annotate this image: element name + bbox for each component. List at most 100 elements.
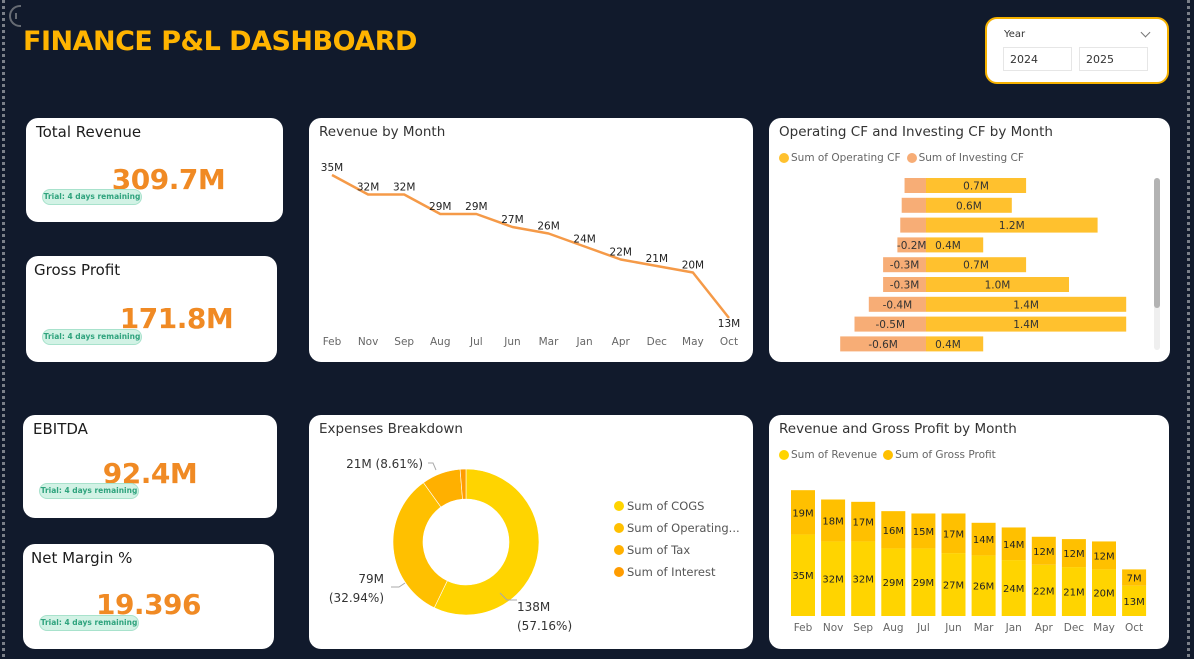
x-tick-label: Jan xyxy=(1005,622,1022,634)
revenue-bar xyxy=(971,555,996,616)
legend-dot-icon xyxy=(614,523,624,533)
data-label: 32M xyxy=(357,182,379,194)
gross-profit-bar xyxy=(821,499,846,542)
revenue-by-month-chart[interactable]: Revenue by Month 35M Feb 32M Nov 32M Sep 29M Au… xyxy=(309,118,753,362)
scrollbar-thumb[interactable] xyxy=(1154,178,1160,308)
legend-item-tax[interactable]: Sum of Tax xyxy=(614,543,740,557)
slicer-label: Year xyxy=(1004,29,1026,40)
revenue-bar xyxy=(821,541,846,616)
operating-cf-bar xyxy=(926,296,1127,312)
legend-item-interest[interactable]: Sum of Interest xyxy=(614,565,740,579)
slice-pct-label: (32.94%) xyxy=(329,591,384,605)
trial-badge: Trial: 4 days remaining xyxy=(42,189,142,205)
kpi-title: Gross Profit xyxy=(34,261,121,279)
legend-label: Sum of COGS xyxy=(627,499,705,513)
x-tick-label: Jun xyxy=(944,622,961,634)
operating-cf-label: 1.4M xyxy=(1013,299,1039,311)
data-label: 22M xyxy=(610,247,632,259)
column-chart-canvas: 35M 19M Feb 32M 18M Nov 32M 17M Sep 29M 16M Aug 29M 1… xyxy=(791,490,1147,634)
revenue-bar xyxy=(1031,564,1056,616)
back-arrow-icon[interactable] xyxy=(9,5,21,27)
kpi-card-ebitda: EBITDA 92.4M Trial: 4 days remaining xyxy=(23,415,277,518)
legend-item-operating[interactable]: Sum of Operating... xyxy=(614,521,740,535)
revenue-label: 29M xyxy=(913,578,934,589)
year-slicer[interactable]: Year 2024 2025 xyxy=(985,17,1169,84)
revenue-label: 20M xyxy=(1093,589,1114,600)
leader-line xyxy=(391,582,406,588)
gross-profit-bar xyxy=(1092,541,1116,570)
legend-item-revenue[interactable]: Sum of Revenue xyxy=(779,449,877,461)
investing-cf-label: -0.4M xyxy=(883,299,913,311)
data-label: 32M xyxy=(393,182,415,194)
chart-legend: Sum of Revenue Sum of Gross Profit xyxy=(779,449,996,461)
investing-cf-label: -0.5M xyxy=(875,319,905,331)
kpi-card-net-margin: Net Margin % 19.396 Trial: 4 days remain… xyxy=(23,544,274,649)
operating-cf-label: 0.4M xyxy=(935,240,961,252)
investing-cf-bar xyxy=(883,257,926,273)
x-tick-label: Oct xyxy=(720,336,738,348)
gross-profit-label: 18M xyxy=(822,516,843,527)
legend-dot-icon xyxy=(614,545,624,555)
slicer-value-end[interactable]: 2025 xyxy=(1079,47,1148,71)
data-label: 26M xyxy=(537,221,559,233)
revenue-label: 27M xyxy=(943,581,964,592)
legend-label: Sum of Interest xyxy=(627,565,716,579)
revenue-label: 29M xyxy=(883,578,904,589)
revenue-label: 24M xyxy=(1003,584,1024,595)
revenue-bar xyxy=(1061,567,1086,616)
gross-profit-label: 17M xyxy=(943,529,964,540)
cf-bar-canvas: 0.7M 0.6M 1.2M 0.4M -0.2M 0.7M -0.3M 1.0M -0.3M 1… xyxy=(840,178,1127,352)
operating-cf-label: 1.4M xyxy=(1013,319,1039,331)
left-edge-handle xyxy=(2,0,5,659)
legend-dot-icon xyxy=(614,501,624,511)
operating-cf-label: 0.4M xyxy=(935,339,961,351)
operating-cf-bar xyxy=(926,178,1027,193)
x-tick-label: Mar xyxy=(974,622,994,634)
cf-by-month-chart[interactable]: Operating CF and Investing CF by Month S… xyxy=(769,118,1170,362)
legend-item-gross-profit[interactable]: Sum of Gross Profit xyxy=(883,449,996,461)
revenue-label: 13M xyxy=(1123,597,1144,608)
x-tick-label: Aug xyxy=(883,622,904,634)
chart-title: Operating CF and Investing CF by Month xyxy=(779,124,1053,140)
revenue-gp-by-month-chart[interactable]: Revenue and Gross Profit by Month Sum of… xyxy=(769,415,1169,649)
trial-badge: Trial: 4 days remaining xyxy=(42,329,142,345)
legend-item-investing-cf[interactable]: Sum of Investing CF xyxy=(906,152,1024,164)
x-tick-label: Nov xyxy=(823,622,844,634)
x-tick-label: Apr xyxy=(612,336,631,348)
data-label: 29M xyxy=(429,201,451,213)
scrollbar[interactable] xyxy=(1154,178,1160,350)
x-tick-label: Jun xyxy=(503,336,520,348)
gross-profit-bar xyxy=(971,522,996,556)
expenses-breakdown-chart[interactable]: Expenses Breakdown 138M (57.16%) 79M (32.94… xyxy=(309,415,753,649)
x-tick-label: Jul xyxy=(469,336,483,348)
revenue-label: 21M xyxy=(1063,588,1084,599)
legend-item-operating-cf[interactable]: Sum of Operating CF xyxy=(779,152,901,164)
x-tick-label: Feb xyxy=(323,336,342,348)
investing-cf-bar xyxy=(904,178,926,193)
x-tick-label: Dec xyxy=(647,336,668,348)
investing-cf-bar xyxy=(901,197,926,213)
slice-label: 138M xyxy=(517,600,550,614)
investing-cf-label: -0.3M xyxy=(890,260,920,272)
gross-profit-label: 12M xyxy=(1033,547,1054,558)
revenue-bar xyxy=(851,541,876,616)
leader-line xyxy=(428,462,437,471)
revenue-label: 22M xyxy=(1033,586,1054,597)
operating-cf-label: 1.0M xyxy=(985,280,1011,292)
legend-item-cogs[interactable]: Sum of COGS xyxy=(614,499,740,513)
x-tick-label: May xyxy=(682,336,704,348)
slice-operating xyxy=(392,482,448,609)
chevron-down-icon[interactable] xyxy=(1140,27,1151,38)
data-label: 13M xyxy=(718,318,740,330)
gross-profit-label: 16M xyxy=(883,526,904,537)
slice-label: 79M xyxy=(358,572,384,586)
slicer-value-start[interactable]: 2024 xyxy=(1003,47,1072,71)
x-tick-label: Oct xyxy=(1125,622,1143,634)
slice-cogs xyxy=(433,468,540,616)
kpi-value: 171.8M xyxy=(119,302,234,335)
kpi-title: Net Margin % xyxy=(31,549,133,567)
investing-cf-label: -0.2M xyxy=(897,240,927,252)
data-label: 20M xyxy=(682,260,704,272)
data-label: 24M xyxy=(573,234,595,246)
operating-cf-bar xyxy=(926,217,1098,233)
